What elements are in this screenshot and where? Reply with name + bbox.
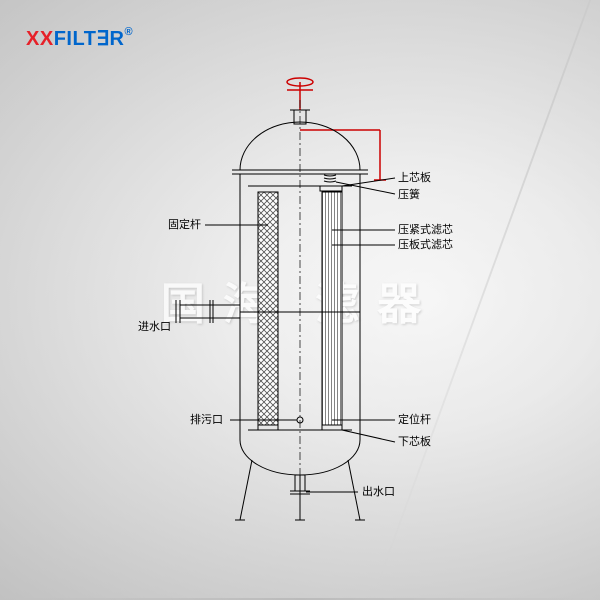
brand-logo: XXFILT∃R® bbox=[26, 26, 133, 51]
logo-xx: XX bbox=[26, 28, 54, 50]
filter-vessel-diagram: 上芯板 压簧 固定杆 压紧式滤芯 压板式滤芯 进水口 排污口 定位杆 下芯板 出… bbox=[120, 60, 480, 560]
label-top-plate: 上芯板 bbox=[398, 170, 431, 184]
label-outlet: 出水口 bbox=[362, 484, 395, 498]
label-filter-a: 压紧式滤芯 bbox=[398, 222, 453, 236]
label-bottom-plate: 下芯板 bbox=[398, 434, 431, 448]
label-locator: 定位杆 bbox=[398, 412, 431, 426]
leg-right bbox=[348, 460, 360, 520]
label-spring: 压簧 bbox=[398, 187, 420, 201]
right-filter-cartridge bbox=[322, 192, 342, 425]
logo-filter: FILT∃R bbox=[54, 28, 125, 50]
logo-reg: ® bbox=[125, 26, 134, 38]
label-fixed-rod: 固定杆 bbox=[168, 217, 201, 231]
label-drain: 排污口 bbox=[190, 412, 223, 426]
leg-left bbox=[240, 460, 252, 520]
inlet-nozzle bbox=[176, 300, 240, 323]
label-filter-b: 压板式滤芯 bbox=[398, 237, 453, 251]
top-valve-pipe bbox=[287, 78, 386, 180]
dome-top bbox=[240, 122, 360, 170]
label-inlet: 进水口 bbox=[138, 320, 171, 333]
left-filter-cartridge bbox=[258, 192, 278, 425]
